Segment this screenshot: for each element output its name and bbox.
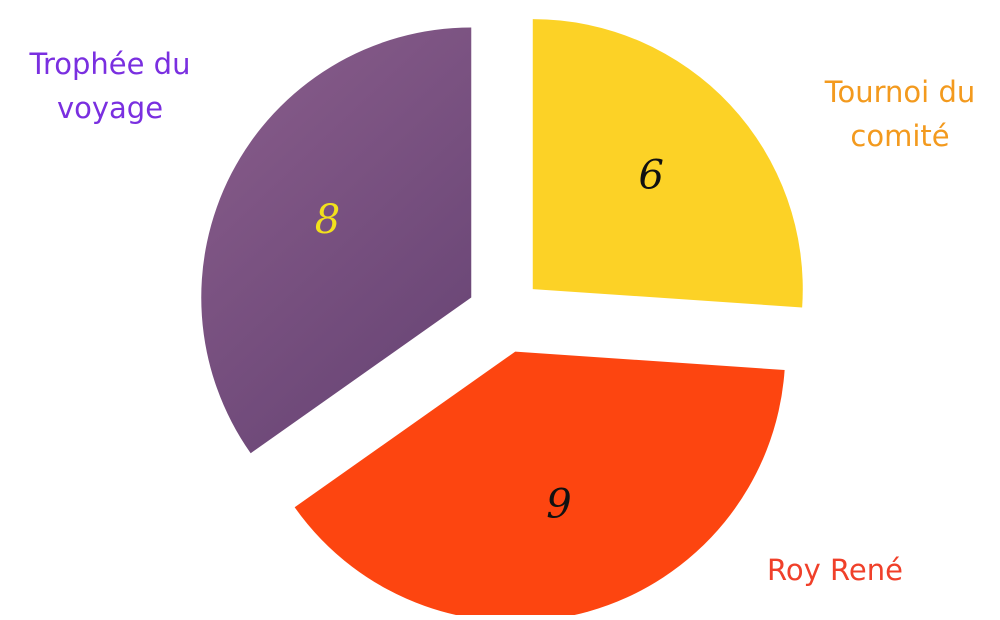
label-tournoi-du-comite: Tournoi du comité xyxy=(824,75,976,153)
slice-tournoi-du-comite xyxy=(532,19,803,308)
slice-trophee-du-voyage xyxy=(201,27,472,454)
label-trophee-du-voyage: Trophée du voyage xyxy=(29,47,191,125)
value-label-roy-rene: 9 xyxy=(546,482,571,528)
slice-roy-rene xyxy=(294,351,785,620)
value-label-trophee-du-voyage: 8 xyxy=(315,197,340,243)
value-label-tournoi-du-comite: 6 xyxy=(638,152,663,198)
label-roy-rene: Roy René xyxy=(767,553,903,587)
